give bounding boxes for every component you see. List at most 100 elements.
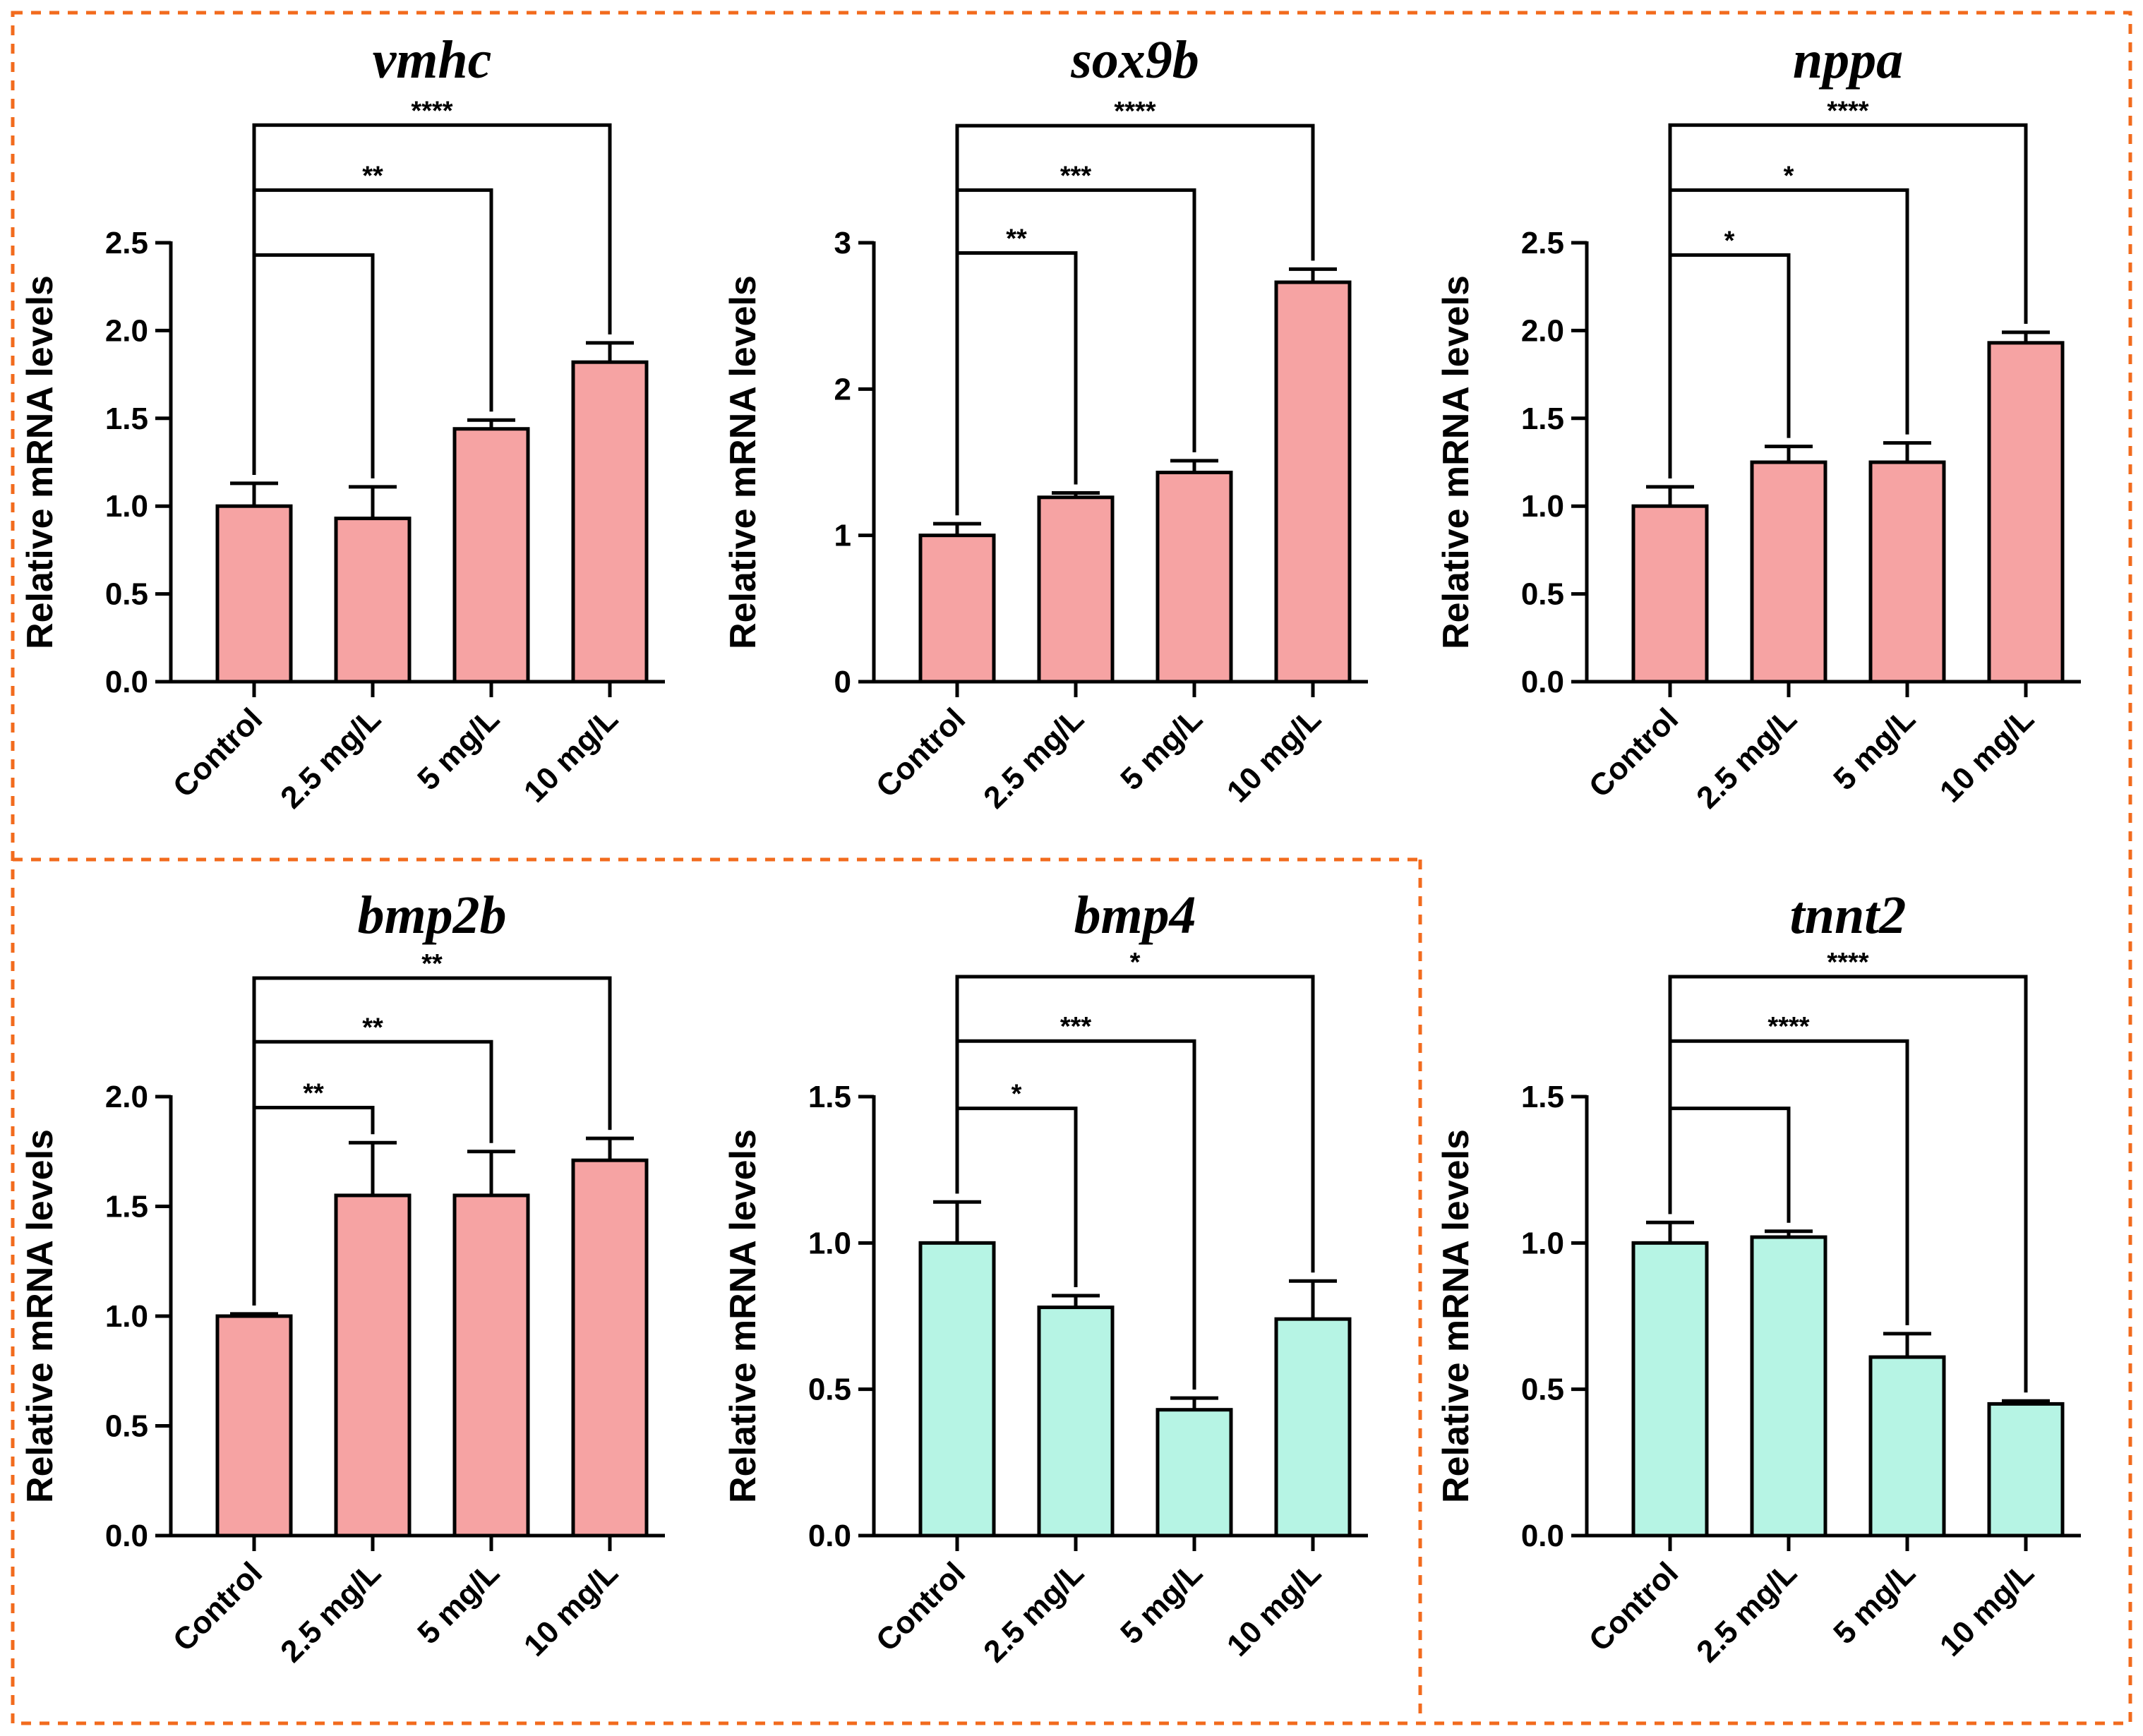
x-tick-label: 5 mg/L xyxy=(411,701,506,797)
chart-title: bmp2b xyxy=(357,886,506,945)
x-tick-label: Control xyxy=(1583,701,1685,804)
x-tick-label: Control xyxy=(167,1555,269,1658)
y-axis-title: Relative mRNA levels xyxy=(723,1129,764,1503)
bar-1 xyxy=(334,1193,412,1538)
outer-frame xyxy=(11,11,2132,1725)
x-tick-label: 5 mg/L xyxy=(411,1555,506,1651)
y-tick-label: 0.0 xyxy=(1521,665,1564,699)
significance-bracket-2 xyxy=(955,975,1315,1273)
bar-0 xyxy=(918,1241,996,1538)
significance-label-2: ** xyxy=(421,949,443,979)
significance-bracket-0 xyxy=(955,251,1078,516)
bar-3 xyxy=(1987,1402,2065,1538)
x-tick-label: Control xyxy=(870,1555,972,1658)
y-tick-label: 1.5 xyxy=(105,402,148,436)
bar-0 xyxy=(1631,504,1709,684)
x-tick-label: Control xyxy=(167,701,269,804)
chart-tnnt2: tnnt2 Relative mRNA levels **** **** 0.0 0.5 1… xyxy=(1436,886,2081,1669)
chart-title: bmp4 xyxy=(1074,886,1196,945)
x-tick-label: 5 mg/L xyxy=(1114,1555,1209,1651)
significance-label-2: **** xyxy=(1827,948,1868,977)
y-tick-label: 0.5 xyxy=(105,1409,148,1444)
bar-3 xyxy=(1274,280,1352,684)
bar-0 xyxy=(918,534,996,684)
significance-label-1: ** xyxy=(362,161,383,191)
y-tick-label: 0.0 xyxy=(105,1519,148,1553)
bar-2 xyxy=(1155,471,1233,684)
x-tick-label: 2.5 mg/L xyxy=(274,1555,388,1669)
significance-bracket-2 xyxy=(1668,975,2028,1393)
significance-bracket-2 xyxy=(1668,123,2028,478)
significance-bracket-0 xyxy=(252,253,375,478)
bar-1 xyxy=(1750,460,1827,684)
significance-label-2: **** xyxy=(411,96,452,126)
y-tick-label: 1.0 xyxy=(105,489,148,524)
x-tick-label: 5 mg/L xyxy=(1827,1555,1922,1651)
significance-bracket-2 xyxy=(955,123,1315,516)
y-tick-label: 1.0 xyxy=(1521,489,1564,524)
significance-label-1: *** xyxy=(1060,161,1092,191)
chart-title: vmhc xyxy=(373,30,492,90)
bar-2 xyxy=(1868,460,1946,684)
bar-2 xyxy=(452,427,530,684)
x-tick-label: 10 mg/L xyxy=(1220,1555,1328,1663)
significance-label-1: **** xyxy=(1767,1012,1809,1042)
x-tick-label: Control xyxy=(1583,1555,1685,1658)
x-tick-label: 5 mg/L xyxy=(1827,701,1922,797)
bar-2 xyxy=(1868,1355,1946,1538)
x-tick-label: 2.5 mg/L xyxy=(274,701,388,815)
x-tick-label: 10 mg/L xyxy=(1933,1555,2041,1663)
x-tick-label: 5 mg/L xyxy=(1114,701,1209,797)
y-tick-label: 1 xyxy=(834,519,851,553)
significance-label-2: **** xyxy=(1114,97,1155,126)
bar-2 xyxy=(452,1193,530,1538)
y-axis-title: Relative mRNA levels xyxy=(20,275,61,649)
x-tick-label: 2.5 mg/L xyxy=(1690,701,1803,815)
y-axis-title: Relative mRNA levels xyxy=(20,1129,61,1503)
y-tick-label: 1.5 xyxy=(1521,402,1564,436)
bar-1 xyxy=(1037,495,1115,684)
x-tick-label: 10 mg/L xyxy=(517,701,625,809)
x-tick-label: Control xyxy=(870,701,972,804)
bar-0 xyxy=(215,1314,293,1538)
significance-bracket-0 xyxy=(1668,1107,1791,1223)
x-tick-label: 2.5 mg/L xyxy=(977,1555,1091,1669)
y-tick-label: 0.0 xyxy=(1521,1519,1564,1553)
significance-label-2: * xyxy=(1130,948,1141,977)
bar-2 xyxy=(1155,1408,1233,1538)
y-tick-label: 2 xyxy=(834,372,851,406)
y-tick-label: 0.5 xyxy=(105,577,148,612)
bar-3 xyxy=(1274,1317,1352,1538)
chart-title: tnnt2 xyxy=(1790,886,1907,945)
bar-3 xyxy=(571,1158,649,1538)
x-tick-label: 10 mg/L xyxy=(517,1555,625,1663)
chart-title: nppa xyxy=(1793,30,1903,90)
significance-label-1: * xyxy=(1784,161,1794,191)
y-tick-label: 1.5 xyxy=(1521,1080,1564,1114)
y-tick-label: 0.5 xyxy=(808,1373,851,1407)
y-tick-label: 1.5 xyxy=(105,1190,148,1224)
bar-0 xyxy=(215,504,293,684)
bar-3 xyxy=(1987,341,2065,684)
bar-1 xyxy=(1037,1306,1115,1538)
y-tick-label: 2.5 xyxy=(105,226,148,260)
x-tick-label: 2.5 mg/L xyxy=(1690,1555,1803,1669)
y-axis-title: Relative mRNA levels xyxy=(723,275,764,649)
y-tick-label: 2.0 xyxy=(1521,313,1564,348)
bar-3 xyxy=(571,360,649,684)
x-tick-label: 10 mg/L xyxy=(1220,701,1328,809)
y-tick-label: 2.0 xyxy=(105,1080,148,1114)
y-tick-label: 0.5 xyxy=(1521,1373,1564,1407)
bar-0 xyxy=(1631,1241,1709,1538)
bar-1 xyxy=(1750,1235,1827,1538)
significance-bracket-2 xyxy=(252,123,612,475)
significance-label-2: **** xyxy=(1827,96,1868,126)
y-axis-title: Relative mRNA levels xyxy=(1436,275,1477,649)
y-tick-label: 0.0 xyxy=(105,665,148,699)
y-tick-label: 3 xyxy=(834,226,851,260)
